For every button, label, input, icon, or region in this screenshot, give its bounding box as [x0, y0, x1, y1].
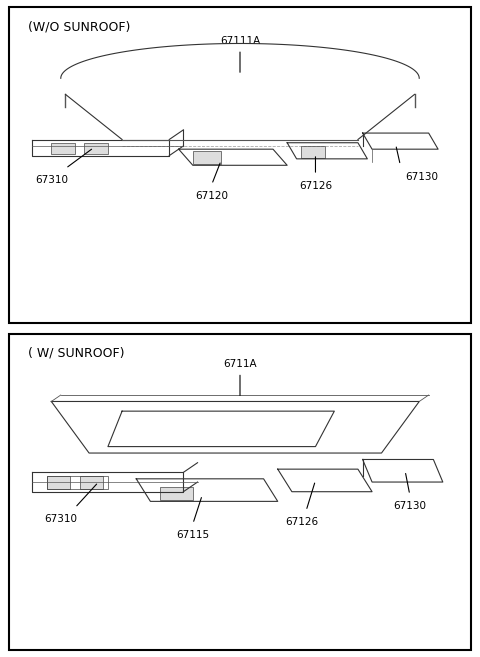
FancyBboxPatch shape	[9, 334, 471, 650]
Bar	[80, 476, 103, 489]
Text: 67310: 67310	[35, 175, 68, 185]
Bar	[193, 151, 221, 164]
Bar	[160, 487, 193, 500]
Text: ( W/ SUNROOF): ( W/ SUNROOF)	[28, 347, 124, 359]
Bar	[47, 476, 108, 489]
Text: 67111A: 67111A	[220, 36, 260, 46]
Text: (W/O SUNROOF): (W/O SUNROOF)	[28, 20, 130, 34]
Bar	[47, 476, 70, 489]
Text: 67310: 67310	[44, 514, 77, 524]
FancyBboxPatch shape	[9, 7, 471, 323]
Text: 67130: 67130	[405, 171, 438, 182]
Text: 67126: 67126	[285, 518, 318, 528]
Text: 67115: 67115	[176, 530, 209, 540]
Text: 6711A: 6711A	[223, 359, 257, 369]
Bar	[51, 143, 75, 154]
Bar	[301, 146, 325, 158]
Bar	[84, 143, 108, 154]
Text: 67120: 67120	[195, 191, 228, 201]
Text: 67126: 67126	[299, 181, 332, 191]
Text: 67130: 67130	[393, 501, 426, 511]
